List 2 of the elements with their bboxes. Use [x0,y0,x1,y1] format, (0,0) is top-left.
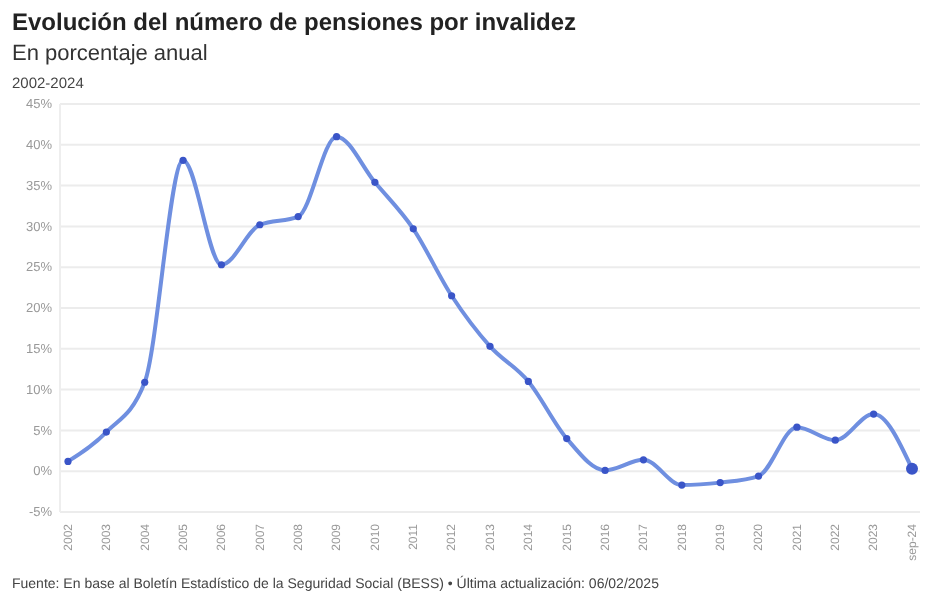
chart-subtitle: En porcentaje anual [12,42,208,66]
chart-title: Evolución del número de pensiones por invalidez [12,8,577,36]
